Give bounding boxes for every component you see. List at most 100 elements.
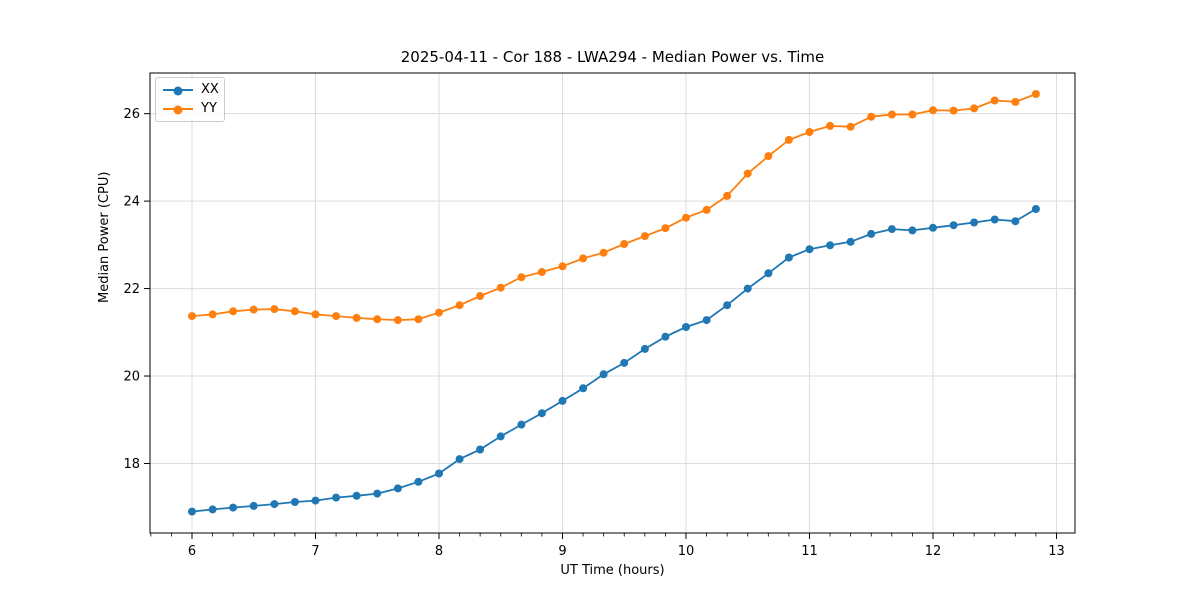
data-point-xx[interactable] (373, 489, 382, 498)
data-point-xx[interactable] (826, 241, 835, 250)
data-point-xx[interactable] (661, 332, 670, 341)
legend-dot-yy (173, 105, 183, 115)
data-point-xx[interactable] (805, 245, 814, 254)
data-point-xx[interactable] (599, 370, 608, 379)
data-point-xx[interactable] (1031, 205, 1040, 213)
data-point-xx[interactable] (332, 493, 341, 502)
data-point-yy[interactable] (332, 312, 341, 321)
data-point-yy[interactable] (270, 305, 279, 314)
data-point-yy[interactable] (352, 313, 361, 322)
data-point-yy[interactable] (743, 169, 752, 178)
data-point-xx[interactable] (558, 396, 567, 405)
data-point-yy[interactable] (496, 283, 505, 292)
data-point-yy[interactable] (702, 205, 711, 214)
data-point-xx[interactable] (188, 507, 196, 516)
data-point-xx[interactable] (620, 358, 629, 367)
data-point-xx[interactable] (867, 229, 876, 238)
legend-line-marker-xx (163, 86, 193, 96)
data-point-yy[interactable] (455, 301, 464, 310)
data-point-yy[interactable] (1011, 97, 1020, 106)
data-point-yy[interactable] (435, 308, 443, 317)
data-point-xx[interactable] (435, 469, 443, 478)
data-point-xx[interactable] (743, 284, 752, 293)
data-point-yy[interactable] (290, 307, 299, 316)
data-point-xx[interactable] (949, 221, 958, 230)
data-point-yy[interactable] (723, 191, 732, 200)
x-tick-label: 13 (1048, 544, 1065, 559)
data-point-xx[interactable] (229, 503, 238, 512)
data-point-yy[interactable] (990, 96, 999, 105)
data-point-yy[interactable] (373, 315, 382, 324)
plot-border (149, 72, 1076, 534)
legend-label-yy: YY (201, 101, 217, 116)
data-point-yy[interactable] (867, 112, 876, 121)
legend-item-yy[interactable]: YY (163, 101, 217, 116)
data-point-yy[interactable] (579, 254, 588, 263)
data-point-yy[interactable] (208, 310, 217, 319)
data-point-yy[interactable] (393, 316, 402, 325)
data-point-xx[interactable] (929, 223, 937, 232)
legend-dot-xx (173, 86, 183, 96)
data-point-xx[interactable] (476, 445, 485, 454)
data-point-xx[interactable] (496, 432, 505, 441)
data-point-yy[interactable] (249, 305, 258, 314)
x-tick-label: 10 (678, 544, 695, 559)
data-point-yy[interactable] (949, 106, 958, 115)
legend-label-xx: XX (201, 82, 219, 97)
data-point-yy[interactable] (476, 292, 485, 300)
series-line-xx (191, 208, 1037, 513)
data-point-xx[interactable] (702, 316, 711, 325)
data-point-xx[interactable] (393, 484, 402, 493)
data-point-xx[interactable] (352, 491, 361, 500)
x-tick-label: 11 (801, 544, 818, 559)
data-point-yy[interactable] (826, 121, 835, 130)
data-point-yy[interactable] (558, 262, 567, 271)
data-point-xx[interactable] (908, 226, 917, 235)
series-line-yy (191, 93, 1037, 322)
data-point-xx[interactable] (846, 237, 855, 246)
legend-item-xx[interactable]: XX (163, 82, 219, 97)
data-point-yy[interactable] (929, 106, 937, 115)
data-point-xx[interactable] (249, 501, 258, 510)
data-point-yy[interactable] (414, 315, 423, 324)
x-tick-label: 6 (188, 544, 196, 559)
data-point-yy[interactable] (970, 104, 979, 113)
data-point-xx[interactable] (990, 215, 999, 224)
legend: XX YY (155, 77, 225, 122)
data-point-yy[interactable] (846, 122, 855, 131)
data-point-xx[interactable] (784, 253, 793, 262)
data-point-xx[interactable] (1011, 217, 1020, 226)
data-point-yy[interactable] (640, 232, 649, 241)
data-point-xx[interactable] (517, 420, 526, 429)
data-point-yy[interactable] (661, 224, 670, 233)
data-point-yy[interactable] (764, 152, 773, 161)
data-point-yy[interactable] (1031, 90, 1040, 98)
data-point-yy[interactable] (887, 110, 896, 119)
data-point-xx[interactable] (208, 505, 217, 514)
data-point-xx[interactable] (682, 323, 690, 331)
data-point-xx[interactable] (270, 500, 279, 509)
data-point-xx[interactable] (414, 477, 423, 486)
data-point-xx[interactable] (764, 269, 773, 278)
data-point-xx[interactable] (887, 225, 896, 234)
data-point-yy[interactable] (805, 128, 814, 136)
data-point-yy[interactable] (188, 312, 196, 321)
data-point-xx[interactable] (970, 218, 979, 227)
data-point-xx[interactable] (537, 409, 546, 418)
data-point-xx[interactable] (455, 455, 464, 464)
data-point-yy[interactable] (784, 135, 793, 144)
data-point-xx[interactable] (579, 384, 588, 393)
data-point-xx[interactable] (640, 344, 649, 353)
data-point-yy[interactable] (311, 310, 320, 319)
data-point-yy[interactable] (537, 268, 546, 276)
data-point-xx[interactable] (723, 301, 732, 310)
data-point-yy[interactable] (620, 240, 629, 248)
data-point-xx[interactable] (311, 496, 320, 505)
data-point-yy[interactable] (599, 248, 608, 257)
data-point-yy[interactable] (908, 110, 917, 119)
data-point-yy[interactable] (517, 273, 526, 282)
data-point-xx[interactable] (290, 498, 299, 506)
data-point-yy[interactable] (682, 213, 690, 222)
data-point-yy[interactable] (229, 307, 238, 316)
x-tick-label: 7 (311, 544, 319, 559)
